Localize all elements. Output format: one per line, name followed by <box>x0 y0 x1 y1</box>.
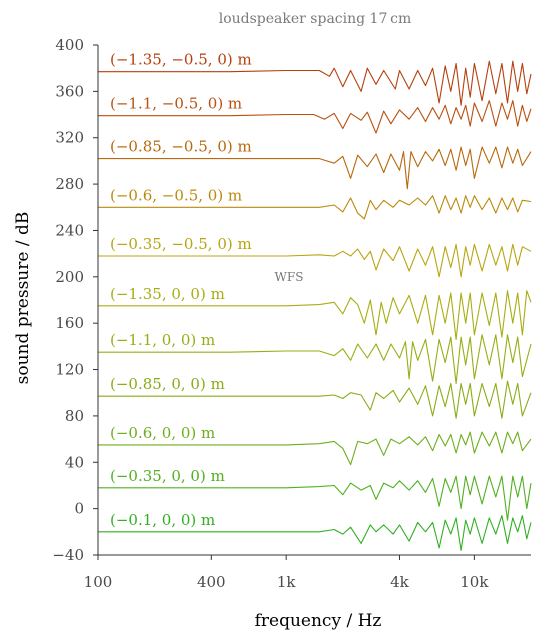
y-tick-label-6: 200 <box>55 268 84 286</box>
series-label-1: (−1.1, −0.5, 0) m <box>110 95 242 113</box>
series-line-3 <box>98 195 532 220</box>
series-line-4 <box>98 243 532 278</box>
y-tick-label-5: 160 <box>55 314 84 332</box>
series-label-2: (−0.85, −0.5, 0) m <box>110 138 252 156</box>
series-line-1 <box>98 100 532 134</box>
x-tick-label-1: 400 <box>197 573 226 591</box>
series-line-9 <box>98 475 532 521</box>
series-label-5: (−1.35, 0, 0) m <box>110 285 225 303</box>
series-label-3: (−0.6, −0.5, 0) m <box>110 186 242 204</box>
series-label-10: (−0.1, 0, 0) m <box>110 511 215 529</box>
plot-area <box>98 60 532 551</box>
series-label-6: (−1.1, 0, 0) m <box>110 331 215 349</box>
series-label-4: (−0.35, −0.5, 0) m <box>110 235 252 253</box>
x-tick-label-3: 4k <box>390 573 410 591</box>
series-line-7 <box>98 380 532 419</box>
axes <box>97 45 531 556</box>
series-line-10 <box>98 515 532 551</box>
series-line-2 <box>98 146 532 190</box>
series-label-8: (−0.6, 0, 0) m <box>110 424 215 442</box>
y-tick-label-2: 40 <box>65 453 84 471</box>
series-label-0: (−1.35, −0.5, 0) m <box>110 51 252 69</box>
series-label-7: (−0.85, 0, 0) m <box>110 375 225 393</box>
y-tick-label-11: 400 <box>55 36 84 54</box>
y-tick-label-4: 120 <box>55 361 84 379</box>
x-tick-label-0: 100 <box>84 573 113 591</box>
y-tick-label-3: 80 <box>65 407 84 425</box>
series-label-9: (−0.35, 0, 0) m <box>110 467 225 485</box>
series-line-0 <box>98 60 532 106</box>
x-tick-label-4: 10k <box>460 573 489 591</box>
y-axis-label: sound pressure / dB <box>13 212 33 385</box>
x-ticks: 100 400 1k 4k 10k <box>84 555 489 591</box>
y-tick-label-8: 280 <box>55 175 84 193</box>
series-line-6 <box>98 334 532 385</box>
y-tick-label-1: 0 <box>74 500 84 518</box>
series-line-5 <box>98 290 532 340</box>
series-labels: (−1.35, −0.5, 0) m (−1.1, −0.5, 0) m (−0.8… <box>110 51 252 529</box>
x-axis-label: frequency / Hz <box>255 611 382 631</box>
series-line-8 <box>98 431 532 466</box>
y-tick-label-7: 240 <box>55 221 84 239</box>
y-tick-label-9: 320 <box>55 129 84 147</box>
y-tick-label-0: −40 <box>52 546 84 564</box>
x-tick-label-2: 1k <box>277 573 297 591</box>
annotation-wfs: WFS <box>275 270 304 284</box>
y-ticks: −40 0 40 80 120 160 200 240 280 320 360 400 <box>52 36 98 564</box>
y-tick-label-10: 360 <box>55 82 84 100</box>
chart-title: loudspeaker spacing 17 cm <box>219 11 412 27</box>
